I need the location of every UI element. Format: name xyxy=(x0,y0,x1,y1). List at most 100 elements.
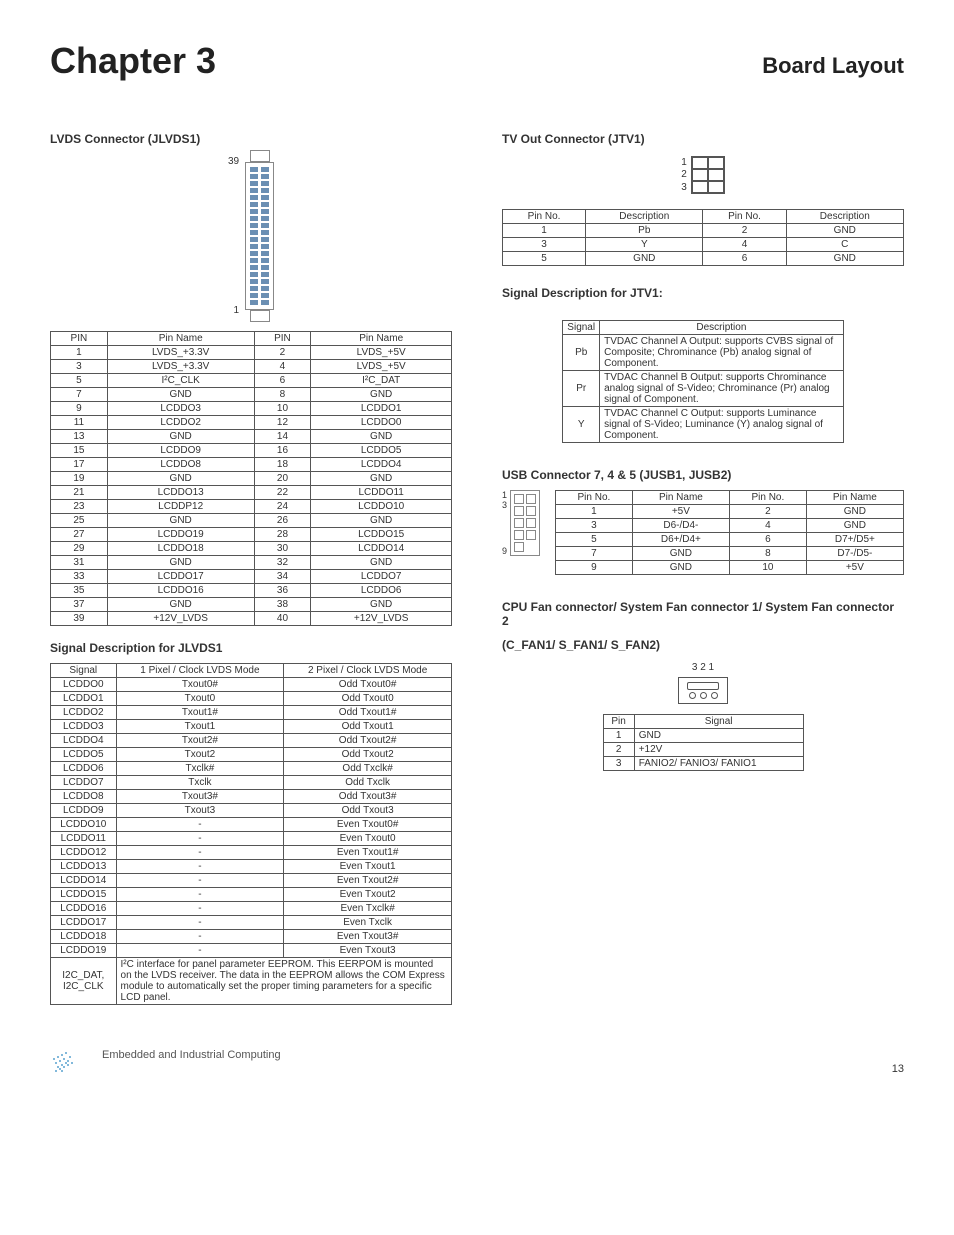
table-row: 7GND8D7-/D5- xyxy=(556,547,904,561)
col-header: Pin No. xyxy=(503,210,586,224)
table-row: 21LCDDO1322LCDDO11 xyxy=(51,486,452,500)
table-row: I2C_DAT, I2C_CLKI²C interface for panel … xyxy=(51,958,452,1005)
col-header: Pin Name xyxy=(107,332,254,346)
table-row: LCDDO14-Even Txout2# xyxy=(51,874,452,888)
table-row: PrTVDAC Channel B Output: supports Chrom… xyxy=(563,371,843,407)
lvds-signal-title: Signal Description for JLVDS1 xyxy=(50,641,452,655)
sig-h0: Signal xyxy=(51,664,117,678)
table-row: 23LCDDP1224LCDDO10 xyxy=(51,500,452,514)
fan-h1: Signal xyxy=(634,715,803,729)
table-row: 3FANIO2/ FANIO3/ FANIO1 xyxy=(603,757,803,771)
col-header: PIN xyxy=(254,332,311,346)
table-row: 5I²C_CLK6I²C_DAT xyxy=(51,374,452,388)
col-header: PIN xyxy=(51,332,108,346)
jtv-title: TV Out Connector (JTV1) xyxy=(502,132,904,146)
col-header: Description xyxy=(786,210,903,224)
jtv-connector-diagram: 1 2 3 xyxy=(502,156,904,194)
table-row: LCDDO1Txout0Odd Txout0 xyxy=(51,692,452,706)
table-row: LCDDO6Txclk#Odd Txclk# xyxy=(51,762,452,776)
table-row: 1Pb2GND xyxy=(503,224,904,238)
col-header: Pin Name xyxy=(806,491,903,505)
table-row: LCDDO0Txout0#Odd Txout0# xyxy=(51,678,452,692)
chapter-title: Chapter 3 xyxy=(50,40,216,82)
table-row: LCDDO11-Even Txout0 xyxy=(51,832,452,846)
table-row: 17LCDDO818LCDDO4 xyxy=(51,458,452,472)
table-row: 5GND6GND xyxy=(503,252,904,266)
sig-h1: 1 Pixel / Clock LVDS Mode xyxy=(116,664,284,678)
page-title: Board Layout xyxy=(762,53,904,79)
table-row: 5D6+/D4+6D7+/D5+ xyxy=(556,533,904,547)
table-row: 7GND8GND xyxy=(51,388,452,402)
table-row: LCDDO10-Even Txout0# xyxy=(51,818,452,832)
lvds-pin1-label: 1 xyxy=(234,305,240,316)
fan-title1: CPU Fan connector/ System Fan connector … xyxy=(502,600,904,628)
table-row: 1LVDS_+3.3V2LVDS_+5V xyxy=(51,346,452,360)
table-row: LCDDO2Txout1#Odd Txout1# xyxy=(51,706,452,720)
table-row: 2+12V xyxy=(603,743,803,757)
table-row: 29LCDDO1830LCDDO14 xyxy=(51,542,452,556)
lvds-pin39-label: 39 xyxy=(228,156,239,167)
table-row: LCDDO5Txout2Odd Txout2 xyxy=(51,748,452,762)
table-row: LCDDO7TxclkOdd Txclk xyxy=(51,776,452,790)
table-row: 39+12V_LVDS40+12V_LVDS xyxy=(51,612,452,626)
table-row: 3LVDS_+3.3V4LVDS_+5V xyxy=(51,360,452,374)
footer-text: Embedded and Industrial Computing xyxy=(102,1049,281,1061)
table-row: 9GND10+5V xyxy=(556,561,904,575)
table-row: 3Y4C xyxy=(503,238,904,252)
table-row: LCDDO16-Even Txclk# xyxy=(51,902,452,916)
table-row: LCDDO19-Even Txout3 xyxy=(51,944,452,958)
table-row: 25GND26GND xyxy=(51,514,452,528)
jtv-signal-title: Signal Description for JTV1: xyxy=(502,286,904,300)
table-row: PbTVDAC Channel A Output: supports CVBS … xyxy=(563,335,843,371)
col-header: Pin Name xyxy=(632,491,729,505)
jtvsig-h0: Signal xyxy=(563,321,600,335)
jtv-l1: 1 xyxy=(681,157,687,168)
table-row: 1+5V2GND xyxy=(556,505,904,519)
col-header: Pin Name xyxy=(311,332,452,346)
fan-pin-table: Pin Signal 1GND2+12V3FANIO2/ FANIO3/ FAN… xyxy=(603,714,804,771)
col-header: Pin No. xyxy=(729,491,806,505)
jtvsig-h1: Description xyxy=(600,321,844,335)
lvds-pin-table: PINPin NamePINPin Name 1LVDS_+3.3V2LVDS_… xyxy=(50,331,452,626)
table-row: 1GND xyxy=(603,729,803,743)
usb-l1: 1 xyxy=(502,490,507,500)
table-row: LCDDO8Txout3#Odd Txout3# xyxy=(51,790,452,804)
usb-l3: 3 xyxy=(502,500,507,510)
table-row: 31GND32GND xyxy=(51,556,452,570)
col-header: Pin No. xyxy=(556,491,633,505)
lvds-connector-diagram: 39 1 xyxy=(50,156,452,316)
col-header: Description xyxy=(586,210,703,224)
table-row: 3D6-/D4-4GND xyxy=(556,519,904,533)
jtv-l2: 2 xyxy=(681,169,687,180)
table-row: LCDDO4Txout2#Odd Txout2# xyxy=(51,734,452,748)
table-row: 11LCDDO212LCDDO0 xyxy=(51,416,452,430)
table-row: LCDDO3Txout1Odd Txout1 xyxy=(51,720,452,734)
lvds-title: LVDS Connector (JLVDS1) xyxy=(50,132,452,146)
fan-h0: Pin xyxy=(603,715,634,729)
fan-title2: (C_FAN1/ S_FAN1/ S_FAN2) xyxy=(502,638,904,652)
usb-connector-diagram xyxy=(510,490,540,556)
table-row: 9LCDDO310LCDDO1 xyxy=(51,402,452,416)
table-row: 15LCDDO916LCDDO5 xyxy=(51,444,452,458)
table-row: 37GND38GND xyxy=(51,598,452,612)
jtv-l3: 3 xyxy=(681,182,687,193)
lvds-signal-table: Signal 1 Pixel / Clock LVDS Mode 2 Pixel… xyxy=(50,663,452,1005)
usb-title: USB Connector 7, 4 & 5 (JUSB1, JUSB2) xyxy=(502,468,904,482)
jtv-signal-table: Signal Description PbTVDAC Channel A Out… xyxy=(562,320,843,443)
col-header: Pin No. xyxy=(703,210,786,224)
table-row: 27LCDDO1928LCDDO15 xyxy=(51,528,452,542)
fan-labels: 3 2 1 xyxy=(692,662,714,673)
usb-pin-table: Pin No.Pin NamePin No.Pin Name 1+5V2GND3… xyxy=(555,490,904,575)
table-row: LCDDO15-Even Txout2 xyxy=(51,888,452,902)
table-row: LCDDO17-Even Txclk xyxy=(51,916,452,930)
jtv-pin-table: Pin No.DescriptionPin No.Description 1Pb… xyxy=(502,209,904,266)
sig-h2: 2 Pixel / Clock LVDS Mode xyxy=(284,664,452,678)
page-number: 13 xyxy=(892,1063,904,1075)
table-row: LCDDO13-Even Txout1 xyxy=(51,860,452,874)
table-row: YTVDAC Channel C Output: supports Lumina… xyxy=(563,407,843,443)
table-row: LCDDO9Txout3Odd Txout3 xyxy=(51,804,452,818)
fan-connector-diagram: 3 2 1 xyxy=(502,662,904,704)
table-row: LCDDO12-Even Txout1# xyxy=(51,846,452,860)
usb-l9: 9 xyxy=(502,546,507,556)
table-row: 19GND20GND xyxy=(51,472,452,486)
